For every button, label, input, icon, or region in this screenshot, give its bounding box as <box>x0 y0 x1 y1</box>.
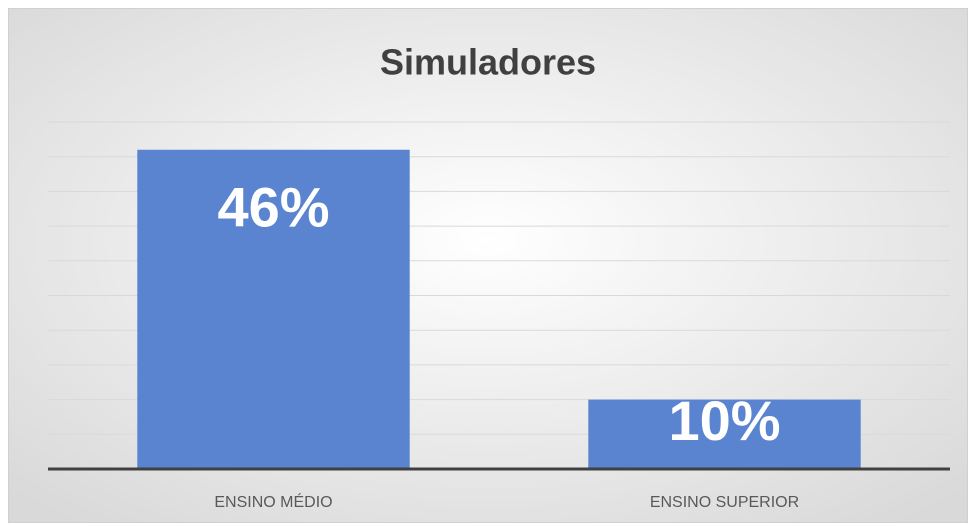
x-tick-label: ENSINO MÉDIO <box>214 492 332 511</box>
chart-title: Simuladores <box>380 42 596 83</box>
x-tick-label: ENSINO SUPERIOR <box>650 494 799 511</box>
bar <box>588 399 861 469</box>
data-label: 10% <box>668 389 780 452</box>
data-label: 46% <box>217 176 329 239</box>
bar <box>137 149 410 469</box>
